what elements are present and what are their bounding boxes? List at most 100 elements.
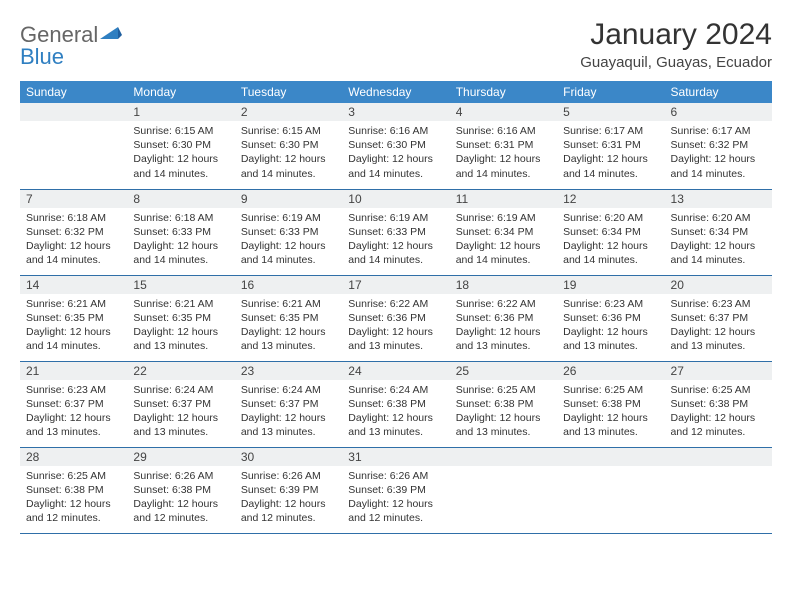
day-text: Sunrise: 6:23 AMSunset: 6:36 PMDaylight:… [557, 294, 664, 360]
day-text: Sunrise: 6:25 AMSunset: 6:38 PMDaylight:… [557, 380, 664, 446]
day-number: 31 [342, 448, 449, 466]
day-number: 1 [127, 103, 234, 121]
calendar-cell: 29Sunrise: 6:26 AMSunset: 6:38 PMDayligh… [127, 447, 234, 533]
calendar-cell: 28Sunrise: 6:25 AMSunset: 6:38 PMDayligh… [20, 447, 127, 533]
calendar-cell [450, 447, 557, 533]
day-number: 16 [235, 276, 342, 294]
calendar-cell: 3Sunrise: 6:16 AMSunset: 6:30 PMDaylight… [342, 103, 449, 189]
day-text: Sunrise: 6:16 AMSunset: 6:30 PMDaylight:… [342, 121, 449, 187]
day-number [665, 448, 772, 466]
day-text: Sunrise: 6:18 AMSunset: 6:33 PMDaylight:… [127, 208, 234, 274]
weekday-header: Tuesday [235, 81, 342, 103]
calendar-table: SundayMondayTuesdayWednesdayThursdayFrid… [20, 81, 772, 534]
day-text: Sunrise: 6:22 AMSunset: 6:36 PMDaylight:… [342, 294, 449, 360]
day-number: 6 [665, 103, 772, 121]
day-number: 8 [127, 190, 234, 208]
day-number: 26 [557, 362, 664, 380]
weekday-header: Wednesday [342, 81, 449, 103]
day-number: 20 [665, 276, 772, 294]
calendar-cell: 16Sunrise: 6:21 AMSunset: 6:35 PMDayligh… [235, 275, 342, 361]
day-number: 11 [450, 190, 557, 208]
day-text: Sunrise: 6:23 AMSunset: 6:37 PMDaylight:… [20, 380, 127, 446]
day-text: Sunrise: 6:24 AMSunset: 6:38 PMDaylight:… [342, 380, 449, 446]
calendar-cell: 30Sunrise: 6:26 AMSunset: 6:39 PMDayligh… [235, 447, 342, 533]
page-subtitle: Guayaquil, Guayas, Ecuador [580, 54, 772, 71]
day-text: Sunrise: 6:17 AMSunset: 6:31 PMDaylight:… [557, 121, 664, 187]
calendar-cell: 18Sunrise: 6:22 AMSunset: 6:36 PMDayligh… [450, 275, 557, 361]
day-text: Sunrise: 6:24 AMSunset: 6:37 PMDaylight:… [235, 380, 342, 446]
calendar-row: 1Sunrise: 6:15 AMSunset: 6:30 PMDaylight… [20, 103, 772, 189]
day-text: Sunrise: 6:15 AMSunset: 6:30 PMDaylight:… [235, 121, 342, 187]
weekday-header: Sunday [20, 81, 127, 103]
title-block: January 2024 Guayaquil, Guayas, Ecuador [580, 18, 772, 71]
calendar-cell: 27Sunrise: 6:25 AMSunset: 6:38 PMDayligh… [665, 361, 772, 447]
weekday-header: Saturday [665, 81, 772, 103]
calendar-row: 14Sunrise: 6:21 AMSunset: 6:35 PMDayligh… [20, 275, 772, 361]
calendar-cell: 20Sunrise: 6:23 AMSunset: 6:37 PMDayligh… [665, 275, 772, 361]
day-text: Sunrise: 6:21 AMSunset: 6:35 PMDaylight:… [235, 294, 342, 360]
day-number: 29 [127, 448, 234, 466]
calendar-cell: 21Sunrise: 6:23 AMSunset: 6:37 PMDayligh… [20, 361, 127, 447]
calendar-cell: 11Sunrise: 6:19 AMSunset: 6:34 PMDayligh… [450, 189, 557, 275]
calendar-cell: 8Sunrise: 6:18 AMSunset: 6:33 PMDaylight… [127, 189, 234, 275]
calendar-head: SundayMondayTuesdayWednesdayThursdayFrid… [20, 81, 772, 103]
logo-icon [100, 25, 122, 43]
day-number: 19 [557, 276, 664, 294]
day-text: Sunrise: 6:25 AMSunset: 6:38 PMDaylight:… [665, 380, 772, 446]
calendar-cell: 9Sunrise: 6:19 AMSunset: 6:33 PMDaylight… [235, 189, 342, 275]
day-text: Sunrise: 6:17 AMSunset: 6:32 PMDaylight:… [665, 121, 772, 187]
calendar-cell: 5Sunrise: 6:17 AMSunset: 6:31 PMDaylight… [557, 103, 664, 189]
calendar-cell: 17Sunrise: 6:22 AMSunset: 6:36 PMDayligh… [342, 275, 449, 361]
day-number: 3 [342, 103, 449, 121]
day-text: Sunrise: 6:25 AMSunset: 6:38 PMDaylight:… [450, 380, 557, 446]
day-text: Sunrise: 6:19 AMSunset: 6:34 PMDaylight:… [450, 208, 557, 274]
day-text: Sunrise: 6:26 AMSunset: 6:39 PMDaylight:… [235, 466, 342, 532]
day-number: 13 [665, 190, 772, 208]
day-number: 15 [127, 276, 234, 294]
calendar-cell: 25Sunrise: 6:25 AMSunset: 6:38 PMDayligh… [450, 361, 557, 447]
calendar-cell: 14Sunrise: 6:21 AMSunset: 6:35 PMDayligh… [20, 275, 127, 361]
logo-text-2: Blue [20, 44, 64, 70]
header: General January 2024 Guayaquil, Guayas, … [20, 18, 772, 71]
day-number [20, 103, 127, 121]
calendar-cell: 1Sunrise: 6:15 AMSunset: 6:30 PMDaylight… [127, 103, 234, 189]
day-text: Sunrise: 6:18 AMSunset: 6:32 PMDaylight:… [20, 208, 127, 274]
calendar-cell: 12Sunrise: 6:20 AMSunset: 6:34 PMDayligh… [557, 189, 664, 275]
day-number [557, 448, 664, 466]
calendar-cell: 2Sunrise: 6:15 AMSunset: 6:30 PMDaylight… [235, 103, 342, 189]
day-text: Sunrise: 6:26 AMSunset: 6:39 PMDaylight:… [342, 466, 449, 532]
calendar-cell: 24Sunrise: 6:24 AMSunset: 6:38 PMDayligh… [342, 361, 449, 447]
day-text: Sunrise: 6:19 AMSunset: 6:33 PMDaylight:… [342, 208, 449, 274]
calendar-row: 28Sunrise: 6:25 AMSunset: 6:38 PMDayligh… [20, 447, 772, 533]
day-number: 5 [557, 103, 664, 121]
day-number: 4 [450, 103, 557, 121]
day-number: 25 [450, 362, 557, 380]
day-text: Sunrise: 6:21 AMSunset: 6:35 PMDaylight:… [127, 294, 234, 360]
calendar-row: 21Sunrise: 6:23 AMSunset: 6:37 PMDayligh… [20, 361, 772, 447]
calendar-cell: 26Sunrise: 6:25 AMSunset: 6:38 PMDayligh… [557, 361, 664, 447]
day-number: 14 [20, 276, 127, 294]
day-number: 30 [235, 448, 342, 466]
weekday-header: Friday [557, 81, 664, 103]
calendar-cell: 7Sunrise: 6:18 AMSunset: 6:32 PMDaylight… [20, 189, 127, 275]
day-number: 27 [665, 362, 772, 380]
calendar-cell: 31Sunrise: 6:26 AMSunset: 6:39 PMDayligh… [342, 447, 449, 533]
day-number: 24 [342, 362, 449, 380]
day-text: Sunrise: 6:23 AMSunset: 6:37 PMDaylight:… [665, 294, 772, 360]
calendar-cell: 6Sunrise: 6:17 AMSunset: 6:32 PMDaylight… [665, 103, 772, 189]
day-number: 17 [342, 276, 449, 294]
calendar-cell: 23Sunrise: 6:24 AMSunset: 6:37 PMDayligh… [235, 361, 342, 447]
day-text: Sunrise: 6:22 AMSunset: 6:36 PMDaylight:… [450, 294, 557, 360]
calendar-cell [557, 447, 664, 533]
page-title: January 2024 [580, 18, 772, 52]
calendar-cell: 4Sunrise: 6:16 AMSunset: 6:31 PMDaylight… [450, 103, 557, 189]
calendar-row: 7Sunrise: 6:18 AMSunset: 6:32 PMDaylight… [20, 189, 772, 275]
day-number: 18 [450, 276, 557, 294]
day-number: 10 [342, 190, 449, 208]
day-text: Sunrise: 6:26 AMSunset: 6:38 PMDaylight:… [127, 466, 234, 532]
day-number: 7 [20, 190, 127, 208]
calendar-cell: 19Sunrise: 6:23 AMSunset: 6:36 PMDayligh… [557, 275, 664, 361]
day-number: 2 [235, 103, 342, 121]
day-text: Sunrise: 6:15 AMSunset: 6:30 PMDaylight:… [127, 121, 234, 187]
weekday-header: Monday [127, 81, 234, 103]
